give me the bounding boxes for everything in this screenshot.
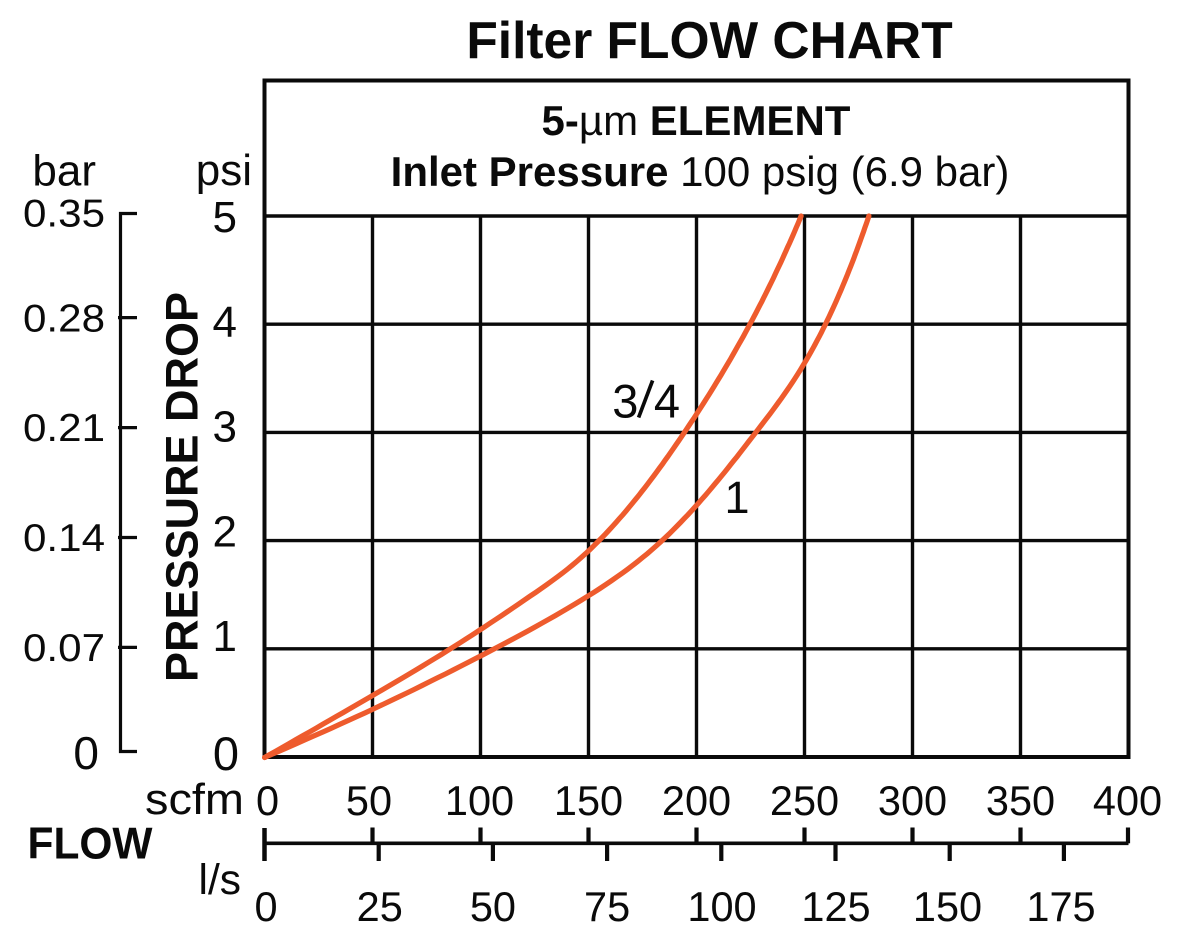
svg-text:100: 100	[687, 883, 756, 928]
svg-text:25: 25	[357, 883, 403, 928]
svg-text:Filter FLOW CHART: Filter FLOW CHART	[466, 11, 952, 69]
svg-text:150: 150	[913, 883, 982, 928]
svg-text:0.07: 0.07	[23, 627, 105, 670]
svg-text:150: 150	[554, 777, 623, 824]
svg-text:bar: bar	[32, 147, 96, 196]
svg-text:400: 400	[1093, 777, 1162, 824]
svg-text:0.14: 0.14	[23, 517, 105, 560]
svg-text:4: 4	[213, 298, 237, 347]
svg-text:125: 125	[801, 883, 870, 928]
svg-text:3: 3	[612, 375, 638, 428]
svg-text:0.28: 0.28	[23, 298, 105, 341]
svg-text:l/s: l/s	[199, 857, 242, 904]
svg-text:250: 250	[770, 777, 839, 824]
svg-text:350: 350	[986, 777, 1055, 824]
svg-text:175: 175	[1026, 883, 1095, 928]
svg-text:scfm: scfm	[145, 775, 244, 824]
svg-text:50: 50	[346, 777, 392, 824]
svg-text:5-µm ELEMENT: 5-µm ELEMENT	[542, 97, 851, 144]
svg-text:75: 75	[584, 883, 630, 928]
svg-text:50: 50	[470, 883, 516, 928]
svg-text:2: 2	[213, 507, 237, 556]
svg-text:4: 4	[654, 375, 680, 428]
svg-text:Inlet Pressure 100 psig (6.9 b: Inlet Pressure 100 psig (6.9 bar)	[391, 148, 1010, 195]
svg-text:PRESSURE DROP: PRESSURE DROP	[157, 292, 208, 682]
svg-text:3: 3	[213, 403, 237, 452]
svg-text:0: 0	[73, 727, 99, 779]
svg-text:psi: psi	[196, 146, 252, 195]
svg-text:200: 200	[662, 777, 731, 824]
svg-text:300: 300	[878, 777, 947, 824]
svg-text:0: 0	[254, 883, 277, 928]
svg-text:0.35: 0.35	[23, 193, 105, 236]
svg-text:100: 100	[445, 777, 514, 824]
svg-text:0: 0	[213, 727, 239, 780]
svg-text:1: 1	[213, 612, 237, 661]
svg-text:FLOW: FLOW	[28, 820, 153, 869]
svg-text:0.21: 0.21	[23, 407, 105, 450]
svg-text:5: 5	[213, 193, 237, 242]
svg-text:1: 1	[724, 472, 749, 523]
svg-text:0: 0	[256, 777, 279, 824]
